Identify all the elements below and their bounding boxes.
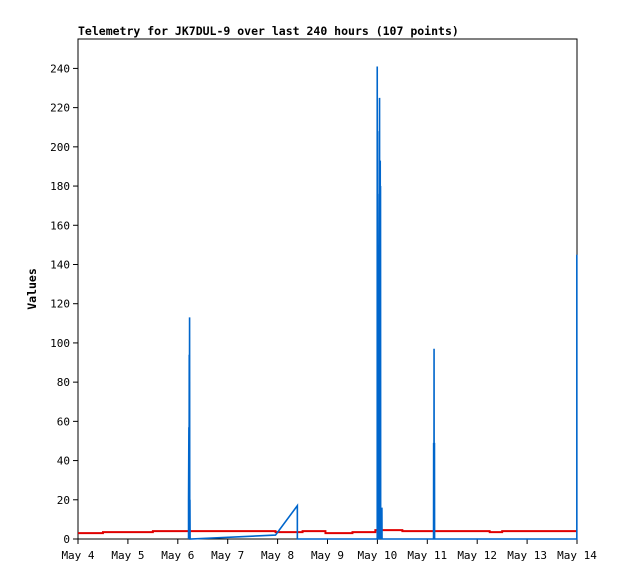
x-tick-label: May 5 [111,549,144,562]
x-tick-label: May 14 [557,549,597,562]
x-tick-label: May 9 [311,549,344,562]
x-axis-ticks: May 4 May 5 May 6 May 7 May 8 May 9 May 10 May … [61,539,597,562]
x-tick-label: May 12 [457,549,497,562]
x-tick-label: May 10 [358,549,398,562]
series-layer [78,66,578,540]
y-tick-label: 220 [50,102,70,115]
x-tick-label: May 8 [261,549,294,562]
y-tick-label: 100 [50,337,70,350]
y-tick-label: 0 [63,533,70,546]
x-tick-label: May 6 [161,549,194,562]
y-tick-label: 140 [50,258,70,271]
x-tick-label: May 7 [211,549,244,562]
y-tick-label: 240 [50,62,70,75]
plot-area [77,38,578,540]
x-tick-label: May 13 [507,549,547,562]
chart-title: Telemetry for JK7DUL-9 over last 240 hou… [78,24,459,38]
series-line-1 [78,529,577,535]
x-tick-label: May 4 [61,549,94,562]
series-line-2 [187,66,578,540]
x-tick-label: May 11 [407,549,447,562]
y-tick-label: 80 [57,376,70,389]
y-axis-ticks: 0 20 40 60 80 100 120 140 160 180 200 220 240 [50,62,78,546]
y-tick-label: 200 [50,141,70,154]
y-tick-label: 120 [50,298,70,311]
y-tick-label: 20 [57,494,70,507]
y-tick-label: 60 [57,415,70,428]
y-tick-label: 40 [57,455,70,468]
y-axis-label: Values [25,268,39,310]
y-tick-label: 160 [50,219,70,232]
y-tick-label: 180 [50,180,70,193]
